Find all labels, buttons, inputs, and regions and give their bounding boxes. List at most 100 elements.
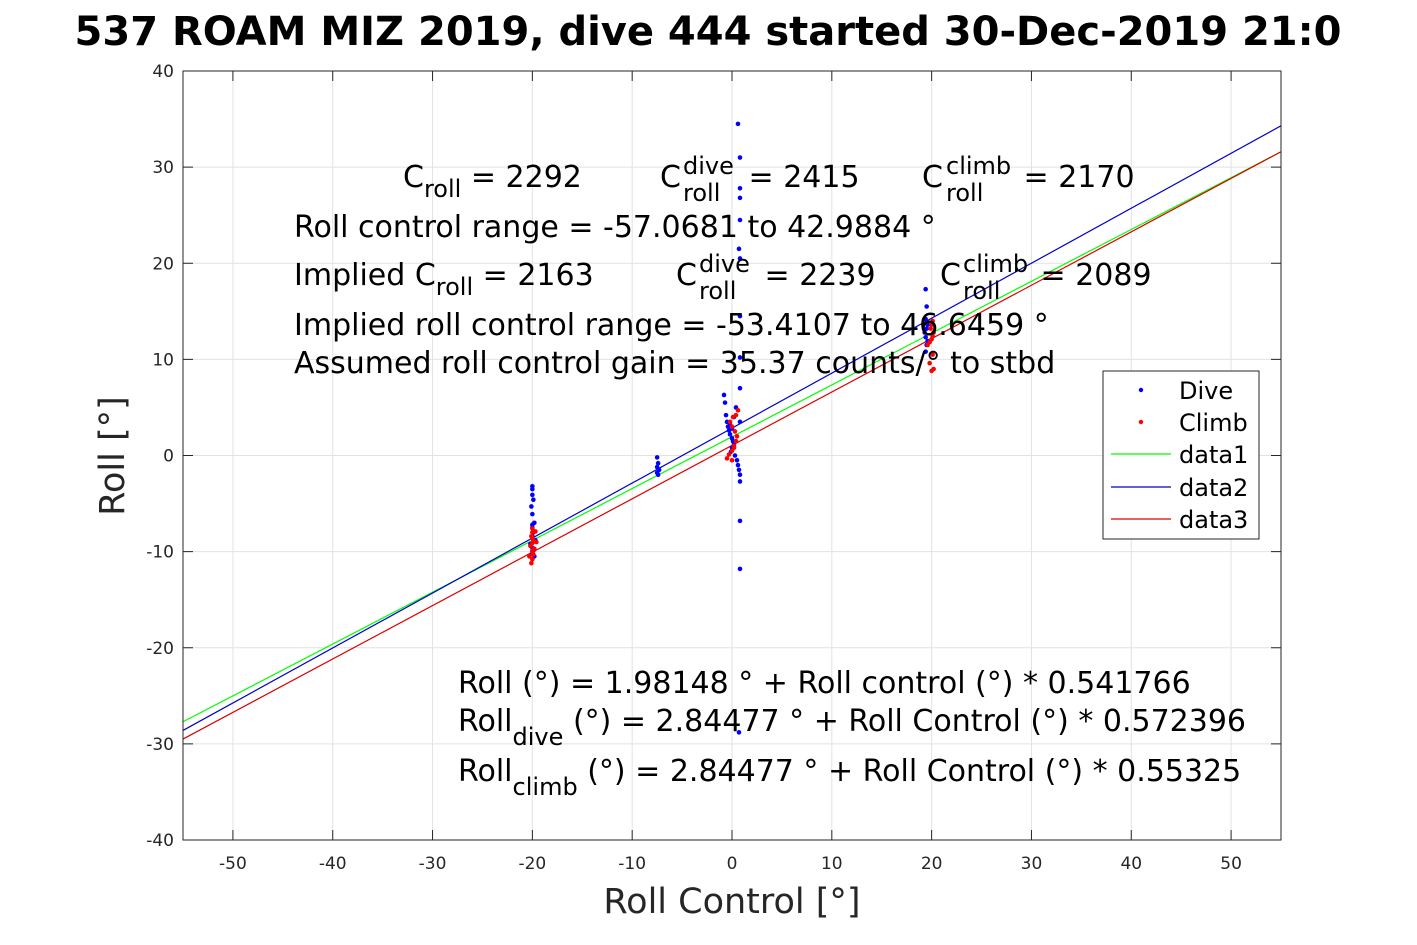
legend-data1-label: data1 [1179,441,1248,469]
x-tick-label: -50 [219,854,247,874]
point-climb [930,334,935,339]
point-dive [736,467,742,473]
point-climb [529,560,534,566]
y-tick-label: -20 [146,639,174,659]
point-dive [737,195,743,201]
legend: Dive Climb data1 data2 data3 [1102,370,1260,540]
y-tick-label: 0 [163,447,174,467]
y-axis-label: Roll [°] [93,396,133,516]
legend-climb-marker [1138,419,1144,425]
point-climb [733,412,739,418]
point-climb [734,433,740,439]
point-dive [655,472,661,478]
x-tick-label: -20 [518,854,546,874]
point-climb [732,429,738,434]
point-dive [924,326,929,331]
chart-title: 537 ROAM MIZ 2019, dive 444 started 30-D… [75,9,1342,55]
point-dive [721,392,727,398]
c-roll-dive-annotation: Cdive roll = 2415 [660,152,860,207]
x-tick-label: 20 [921,854,943,874]
c-roll-annotation: Croll = 2292 [403,160,582,203]
fit-annotation: Roll (°) = 1.98148 ° + Roll control (°) … [458,666,1191,701]
point-dive [655,460,661,466]
point-dive [737,217,743,223]
point-dive [530,486,535,492]
point-climb [931,330,936,335]
y-tick-label: -30 [146,735,174,755]
point-dive [531,497,536,503]
legend-dive-marker [1138,387,1144,393]
point-dive [737,355,743,360]
point-climb [530,526,535,531]
x-tick-label: -10 [618,854,646,874]
y-tick-label: -10 [146,543,174,563]
legend-dive-label: Dive [1179,377,1233,405]
point-dive [923,349,928,354]
implied-c-roll-annotation: Implied Croll = 2163 [294,258,594,301]
point-dive [530,522,535,528]
x-tick-label: 0 [727,854,738,874]
point-dive [737,256,743,261]
tick-labels: -50 -40 -30 -20 -10 0 10 20 30 40 50 -40 -30 -20 -10 0 1… [146,62,1281,874]
point-climb [930,318,935,324]
point-climb [726,452,732,457]
point-dive [723,412,729,418]
legend-box [1102,370,1260,540]
point-dive [530,492,535,498]
series-layer [182,121,1282,740]
point-dive [736,246,742,252]
point-dive [923,316,928,322]
y-tick-label: 30 [152,158,174,178]
point-climb [927,360,932,366]
point-dive [924,304,929,309]
point-dive [922,330,927,335]
point-climb [530,557,535,562]
point-dive [737,419,743,425]
x-tick-label: 30 [1021,854,1043,874]
point-dive [737,472,743,478]
point-dive [737,385,743,391]
point-climb [729,424,735,429]
point-dive [727,432,733,437]
point-climb [530,535,535,541]
point-dive [737,479,743,484]
x-tick-label: 50 [1220,854,1242,874]
point-dive [923,334,928,340]
implied-c-roll-dive-annotation: Cdive roll = 2239 [676,250,876,305]
point-climb [527,554,532,559]
point-climb [731,445,737,451]
point-climb [735,408,741,413]
y-tick-label: 40 [152,62,174,82]
legend-climb-label: Climb [1179,409,1248,437]
implied-range-annotation: Implied roll control range = -53.4107 to… [294,308,1049,343]
x-tick-label: -30 [419,854,447,874]
point-dive [737,518,743,524]
point-dive [530,511,535,517]
x-tick-label: 40 [1120,854,1142,874]
point-climb [530,548,535,553]
legend-data2-label: data2 [1179,474,1248,502]
point-dive [737,185,743,191]
legend-data3-label: data3 [1179,506,1248,534]
gain-annotation: Assumed roll control gain = 35.37 counts… [294,346,1055,381]
point-dive [735,121,741,127]
point-dive [737,566,743,572]
point-climb [929,322,934,328]
x-tick-label: -40 [319,854,347,874]
fit-climb-annotation: Rollclimb (°) = 2.84477 ° + Roll Control… [458,754,1241,801]
y-tick-label: 20 [152,254,174,274]
point-climb [733,438,739,444]
point-climb [528,543,533,549]
point-climb [929,368,934,374]
y-tick-label: 10 [152,350,174,370]
point-climb [724,456,730,461]
point-dive [734,458,740,463]
point-dive [735,462,741,468]
implied-c-roll-climb-annotation: Cclimb roll = 2089 [940,250,1152,305]
point-climb [928,326,933,331]
x-tick-label: 10 [821,854,843,874]
point-climb [531,552,536,557]
point-dive [737,313,743,319]
point-climb [729,458,735,463]
